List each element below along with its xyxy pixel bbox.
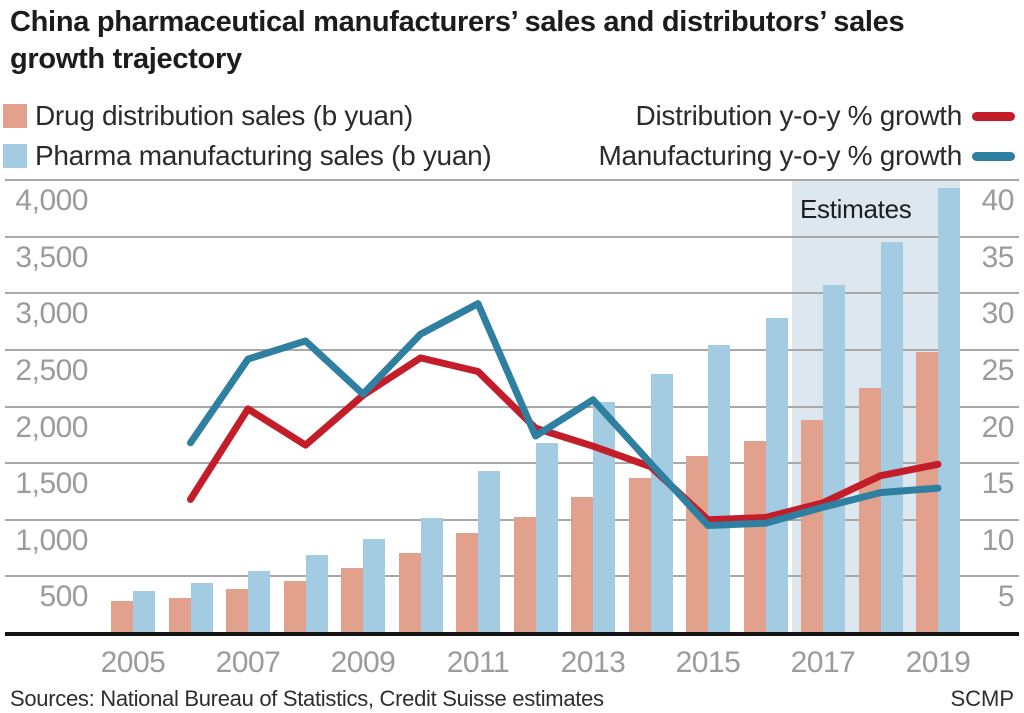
legend-item-manufacturing-growth: Manufacturing y-o-y % growth	[495, 140, 1015, 172]
x-axis-label: 2009	[330, 646, 396, 679]
x-axis-label: 2011	[446, 646, 510, 679]
bar-manufacturing-2017	[823, 285, 845, 633]
distribution-bar-label: Drug distribution sales (b yuan)	[35, 100, 413, 131]
x-axis-label: 2015	[675, 646, 741, 679]
manufacturing-growth-line	[187, 300, 942, 529]
bar-distribution-2009	[341, 568, 363, 633]
y-axis-label-right: 25	[981, 354, 1015, 387]
y-axis-label-left: 2,000	[15, 410, 88, 444]
bar-distribution-2005	[111, 601, 133, 633]
bar-distribution-2008	[283, 580, 306, 633]
x-axis-label: 2019	[905, 646, 971, 679]
bar-manufacturing-2010	[420, 518, 443, 633]
x-axis-label: 2017	[790, 646, 856, 679]
distribution-line-label: Distribution y-o-y % growth	[635, 100, 963, 131]
y-axis-label-right: 20	[981, 410, 1015, 444]
y-axis-label-left: 1,500	[15, 467, 88, 501]
bar-manufacturing-2014	[650, 373, 673, 633]
bar-distribution-2007	[226, 589, 248, 633]
y-axis-label-right: 5	[997, 580, 1015, 614]
bar-manufacturing-2016	[765, 318, 788, 633]
y-axis-label-left: 500	[39, 580, 88, 614]
y-axis-label-left: 1,000	[15, 523, 88, 557]
manufacturing-bar-label: Pharma manufacturing sales (b yuan)	[35, 140, 492, 171]
grid-line	[5, 179, 1019, 182]
bar-distribution-2016	[743, 440, 766, 633]
manufacturing-line-label: Manufacturing y-o-y % growth	[598, 140, 962, 171]
x-axis-label: 2007	[215, 646, 281, 679]
x-axis-label: 2005	[100, 646, 166, 679]
bar-distribution-2019	[916, 352, 938, 633]
y-axis-label-right: 15	[981, 467, 1015, 501]
bar-manufacturing-2006	[190, 583, 213, 633]
y-axis-label-right: 35	[981, 240, 1015, 274]
bar-manufacturing-2007	[248, 570, 270, 633]
distribution-line-swatch	[972, 111, 1015, 121]
distribution-growth-line	[187, 354, 942, 524]
y-axis-label-left: 2,500	[15, 354, 88, 387]
estimates-label: Estimates	[800, 194, 912, 224]
bar-manufacturing-2008	[305, 554, 328, 633]
y-axis-label-left: 3,500	[15, 240, 88, 274]
bar-distribution-2017	[801, 419, 823, 633]
bar-manufacturing-2019	[938, 188, 960, 633]
bar-distribution-2018	[858, 388, 881, 633]
legend-item-distribution-sales: Drug distribution sales (b yuan)	[3, 100, 413, 132]
bar-manufacturing-2013	[593, 402, 615, 633]
bar-distribution-2014	[628, 477, 651, 633]
scmp-credit: SCMP	[950, 686, 1014, 711]
bar-distribution-2010	[398, 553, 421, 633]
grid-line	[5, 349, 1019, 351]
bar-manufacturing-2005	[133, 591, 155, 633]
bar-manufacturing-2015	[708, 345, 730, 633]
legend-item-distribution-growth: Distribution y-o-y % growth	[495, 100, 1015, 132]
bar-manufacturing-2009	[363, 539, 385, 633]
y-axis-label-right: 10	[981, 523, 1015, 557]
grid-line	[5, 518, 1019, 521]
chart-title: China pharmaceutical manufacturers’ sale…	[10, 6, 905, 76]
grid-line	[5, 235, 1019, 238]
y-axis-label-left: 3,000	[15, 297, 88, 331]
y-axis-label-left: 4,000	[15, 184, 88, 218]
distribution-bar-swatch	[3, 104, 27, 128]
bar-manufacturing-2012	[535, 442, 558, 633]
grid-line	[5, 575, 1019, 578]
bar-manufacturing-2011	[478, 471, 500, 633]
sources-text: Sources: National Bureau of Statistics, …	[10, 686, 604, 711]
bar-distribution-2012	[513, 516, 536, 633]
legend-item-manufacturing-sales: Pharma manufacturing sales (b yuan)	[3, 140, 492, 172]
manufacturing-bar-swatch	[3, 144, 27, 168]
bar-distribution-2006	[168, 597, 191, 633]
bar-distribution-2011	[456, 533, 478, 633]
manufacturing-line-swatch	[972, 151, 1015, 161]
grid-line	[5, 292, 1019, 295]
y-axis-label-right: 40	[981, 184, 1015, 218]
bar-distribution-2013	[571, 497, 593, 633]
x-axis-line	[5, 632, 1019, 636]
x-axis-label: 2013	[560, 646, 626, 679]
bar-manufacturing-2018	[880, 241, 903, 633]
y-axis-label-right: 30	[981, 297, 1015, 331]
grid-line	[5, 462, 1019, 465]
